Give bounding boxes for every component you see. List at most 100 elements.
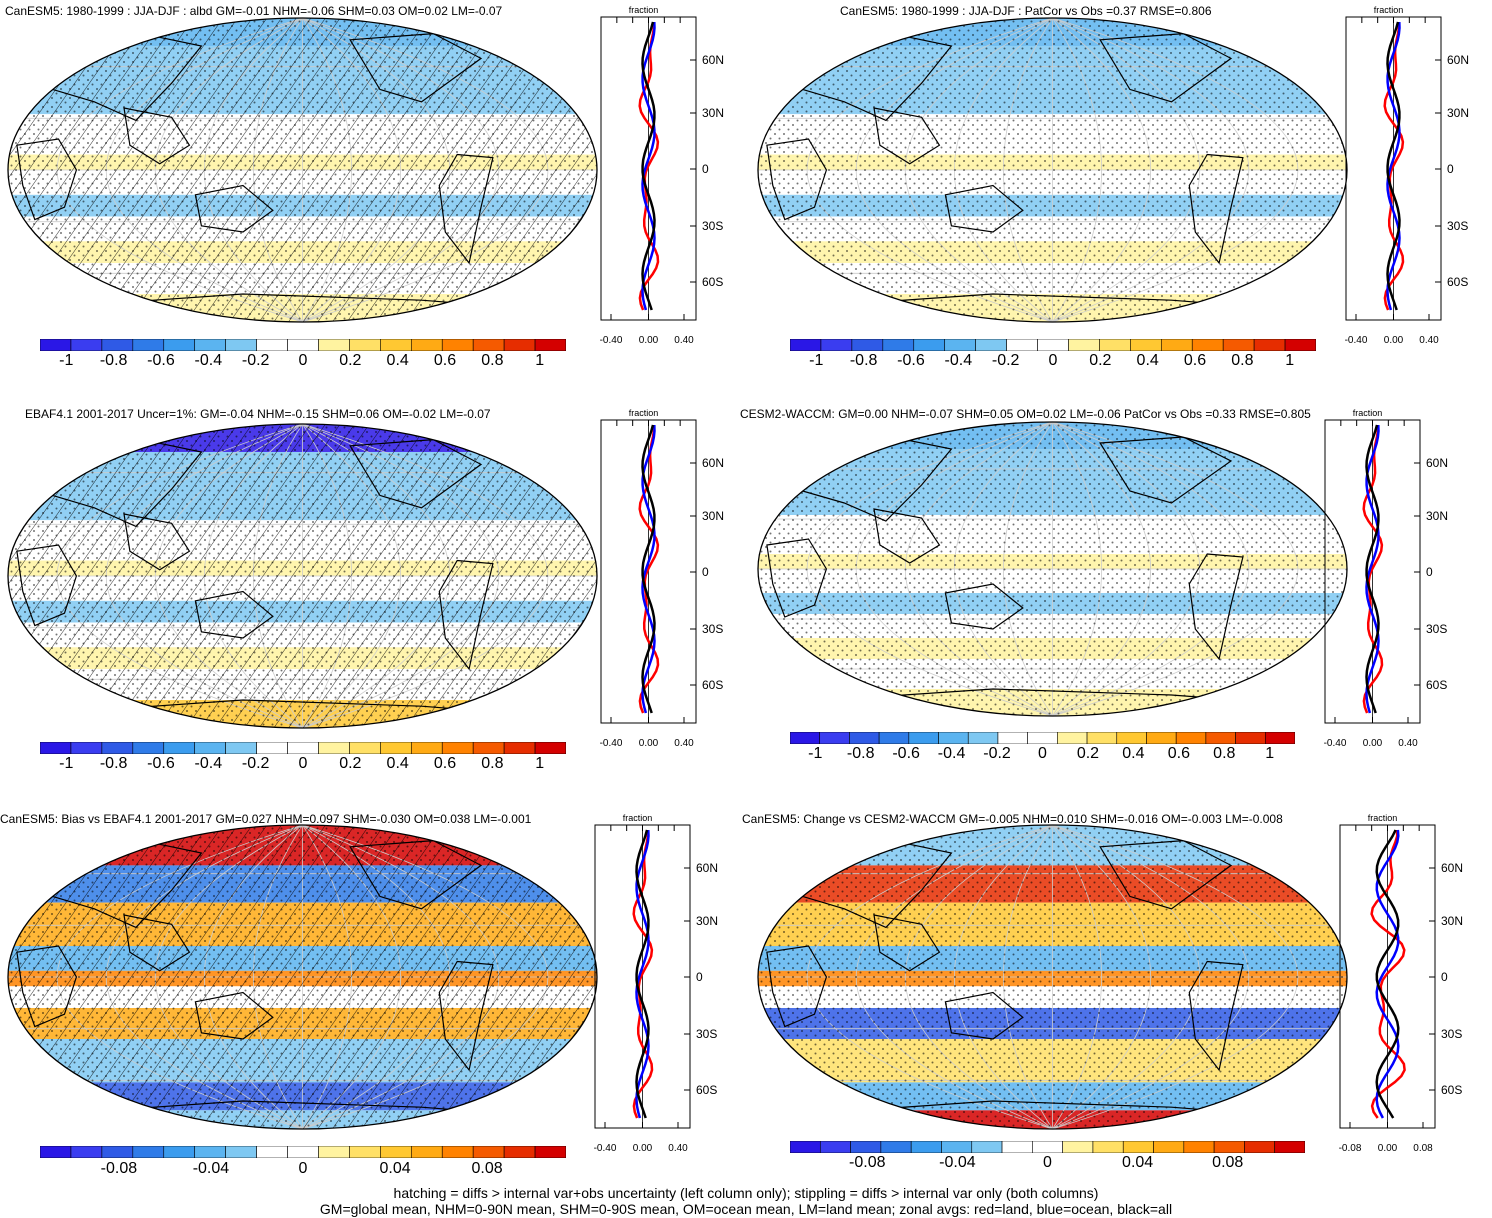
colorbar-cell <box>1153 1141 1185 1153</box>
colorbar <box>40 1146 566 1158</box>
panel-cesm2-waccm: CESM2-WACCM: GM=0.00 NHM=-0.07 SHM=0.05 … <box>740 403 1492 803</box>
colorbar <box>790 1141 1305 1153</box>
zonal-ytick-label: 0 <box>696 970 703 984</box>
colorbar-cell <box>503 1146 536 1158</box>
colorbar-cell <box>349 742 381 754</box>
map-border <box>7 824 598 1130</box>
colorbar-cell <box>40 339 72 351</box>
colorbar-cell <box>256 1146 288 1158</box>
zonal-ytick-label: 30S <box>702 219 723 233</box>
colorbar-cell <box>287 742 319 754</box>
colorbar-cell <box>850 1141 882 1153</box>
all-zonal-line <box>635 829 650 1119</box>
zonal-xtick-label: 0.00 <box>639 738 659 749</box>
colorbar-cell <box>1264 732 1295 744</box>
colorbar-cell <box>441 742 474 754</box>
colorbar-cell <box>472 1146 505 1158</box>
zonal-ytick-label: 60N <box>1441 861 1463 875</box>
colorbar-cell <box>410 1146 443 1158</box>
colorbar-tick-label: 0.4 <box>1136 352 1159 369</box>
zonal-xtick-label: -0.40 <box>1324 738 1347 749</box>
colorbar-cell <box>287 1146 319 1158</box>
colorbar-cell <box>1205 732 1236 744</box>
colorbar-cell <box>819 732 850 744</box>
colorbar-tick-label: 1 <box>535 352 545 369</box>
colorbar-cell <box>1027 732 1058 744</box>
colorbar-cell <box>878 732 910 744</box>
colorbar-cell <box>971 1141 1003 1153</box>
land-zonal-line <box>1383 21 1405 311</box>
land-zonal-line <box>1370 829 1406 1119</box>
zonal-ytick-label: 60S <box>702 275 723 289</box>
colorbar-tick-label: 1 <box>1265 745 1275 762</box>
colorbar-tick-labels: -0.08 -0.04 0 0.04 0.08 <box>790 1154 1305 1176</box>
stippling-overlay <box>758 825 1347 1129</box>
zonal-ytick-label: 30N <box>1447 106 1469 120</box>
land-zonal-line <box>1362 424 1384 714</box>
zonal-axis-label: fraction <box>1374 5 1404 15</box>
figure-footer: hatching = diffs > internal var+obs unce… <box>0 1185 1492 1217</box>
colorbar-tick-label: 0.08 <box>471 1160 503 1177</box>
zonal-xtick-label: -0.40 <box>600 335 623 346</box>
colorbar-tick-label: 1 <box>1285 352 1295 369</box>
colorbar-tick-label: -0.4 <box>937 745 966 762</box>
colorbar <box>40 339 566 351</box>
zonal-xtick-label: 0.00 <box>1378 1143 1398 1154</box>
map-robinson <box>757 17 1348 323</box>
colorbar-tick-label: 0 <box>298 1160 308 1177</box>
colorbar-cell <box>1001 1141 1033 1153</box>
zonal-xtick-label: 0.00 <box>633 1143 653 1154</box>
colorbar-tick-label: -0.2 <box>241 755 270 772</box>
colorbar-tick-labels: -1 -0.8 -0.6 -0.4 -0.2 0 0.2 0.4 0.6 0.8 1 <box>40 352 566 374</box>
colorbar-tick-label: 0.04 <box>379 1160 411 1177</box>
zonal-xtick-label: 0.00 <box>1363 738 1383 749</box>
zonal-ytick-label: 60S <box>702 678 723 692</box>
colorbar-cell <box>349 339 381 351</box>
colorbar-tick-label: 0 <box>1043 1154 1052 1171</box>
zonal-xtick-label: 0.40 <box>674 335 694 346</box>
map-border <box>7 423 598 729</box>
colorbar-cell <box>790 339 822 351</box>
zonal-ytick-label: 60N <box>702 456 724 470</box>
colorbar-tick-label: -0.6 <box>147 352 175 369</box>
zonal-ytick-label: 0 <box>702 565 709 579</box>
colorbar-cell <box>256 742 288 754</box>
colorbar-cell <box>40 1146 72 1158</box>
panel-title: CanESM5: Bias vs EBAF4.1 2001-2017 GM=0.… <box>0 812 532 826</box>
zonal-xtick-label: -0.08 <box>1339 1143 1362 1154</box>
colorbar-cell <box>851 339 884 351</box>
colorbar-tick-label: -0.08 <box>100 1160 138 1177</box>
colorbar-cell <box>1183 1141 1215 1153</box>
colorbar-cell <box>1062 1141 1094 1153</box>
zonal-ytick-label: 30N <box>702 106 724 120</box>
colorbar-cell <box>163 339 196 351</box>
colorbar-tick-label: 0.8 <box>481 755 504 772</box>
colorbar-tick-label: 0.4 <box>386 352 409 369</box>
colorbar-tick-labels: -1 -0.8 -0.6 -0.4 -0.2 0 0.2 0.4 0.6 0.8 1 <box>40 755 566 777</box>
map-border <box>7 17 598 323</box>
colorbar-tick-label: -0.2 <box>983 745 1011 762</box>
colorbar-tick-label: 0.2 <box>1076 745 1100 762</box>
footer-line-1: hatching = diffs > internal var+obs unce… <box>393 1185 1099 1201</box>
colorbar-cell <box>503 339 536 351</box>
colorbar-cell <box>1175 732 1207 744</box>
colorbar-cell <box>287 339 319 351</box>
colorbar-cell <box>1284 339 1316 351</box>
colorbar-cell <box>1191 339 1224 351</box>
colorbar-cell <box>503 742 536 754</box>
colorbar-tick-label: 0 <box>1048 352 1058 369</box>
colorbar-cell <box>70 742 103 754</box>
land-zonal-line <box>632 829 654 1119</box>
zonal-ytick-label: 0 <box>702 162 709 176</box>
colorbar-cell <box>163 1146 196 1158</box>
colorbar-cell <box>534 339 566 351</box>
colorbar-cell <box>913 339 946 351</box>
colorbar-cell <box>225 742 257 754</box>
zonal-ytick-label: 60S <box>696 1083 717 1097</box>
colorbar-cell <box>1057 732 1088 744</box>
panel-title: CanESM5: 1980-1999 : JJA-DJF : PatCor vs… <box>840 4 1212 18</box>
colorbar-tick-label: 0.6 <box>433 755 457 772</box>
zonal-axis-label: fraction <box>1368 813 1398 823</box>
map-border <box>757 824 1348 1130</box>
colorbar-tick-label: -1 <box>809 352 824 369</box>
